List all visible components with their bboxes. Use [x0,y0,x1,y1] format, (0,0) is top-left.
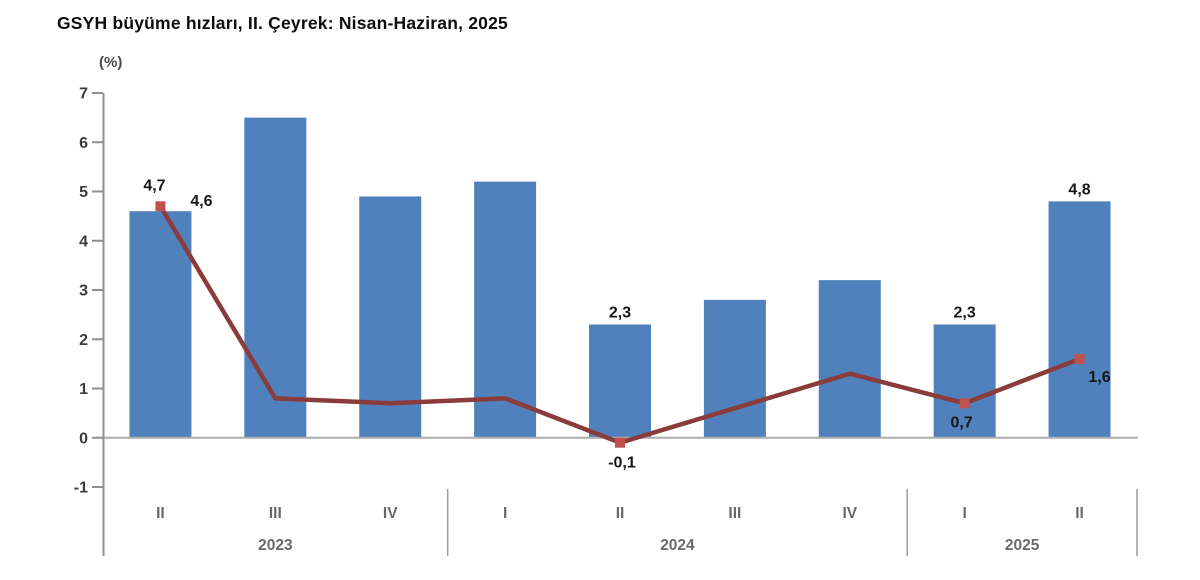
chart-title: GSYH büyüme hızları, II. Çeyrek: Nisan-H… [57,13,508,33]
y-tick-label: 3 [79,283,88,300]
line-data-label-2023-II: 4,7 [143,177,165,194]
bar-data-label-2025-II: 4,8 [1068,181,1090,198]
bar-2024-II [589,324,651,438]
y-tick-label: 1 [79,381,88,398]
bar-2024-III [703,299,766,438]
bar-2024-IV [818,280,881,438]
year-label-2025: 2025 [1005,537,1040,554]
bar-2024-I [474,181,537,438]
x-tick-label-2023-IV: IV [383,505,398,522]
y-axis-unit-label: (%) [99,54,123,71]
bar-data-label-2025-I: 2,3 [954,304,976,321]
line-marker-2023-II [155,201,166,212]
x-tick-label-2025-I: I [963,505,967,522]
x-tick-label-2024-III: III [728,505,741,522]
bar-2023-II [129,211,192,438]
x-tick-label-2024-IV: IV [842,505,857,522]
year-label-2024: 2024 [660,537,695,554]
x-tick-label-2024-II: II [616,505,625,522]
year-label-2023: 2023 [258,537,293,554]
x-tick-label-2023-III: III [269,505,282,522]
y-tick-label: 2 [79,332,88,349]
y-tick-label: 5 [79,184,88,201]
y-tick-label: 4 [79,233,88,250]
bar-data-label-2024-II: 2,3 [609,304,631,321]
bar-data-label-2023-II: 4,6 [190,193,212,210]
y-tick-label: 0 [79,430,88,447]
line-data-label-2025-I: 0,7 [951,414,973,431]
x-tick-label-2024-I: I [503,505,507,522]
line-data-label-2025-II: 1,6 [1088,369,1110,386]
y-tick-label: -1 [74,480,88,497]
line-marker-2025-II [1074,353,1085,364]
bar-2023-IV [359,196,422,438]
x-tick-label-2025-II: II [1075,505,1084,522]
line-marker-2024-II [615,437,625,448]
bar-2025-I [933,324,996,438]
y-tick-label: 6 [79,135,88,152]
line-data-label-2024-II: -0,1 [608,455,636,472]
bar-2023-III [244,117,307,438]
bar-2025-II [1048,201,1111,438]
line-marker-2025-I [959,398,970,409]
x-tick-label-2023-II: II [156,505,165,522]
y-tick-label: 7 [79,86,88,103]
